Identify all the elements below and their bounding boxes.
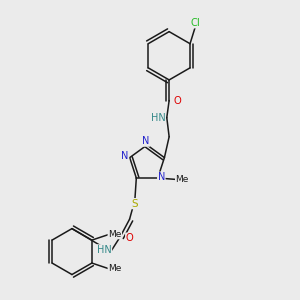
Text: O: O [126,233,134,243]
Text: Me: Me [108,230,122,239]
Text: S: S [131,199,138,208]
Text: HN: HN [97,245,112,255]
Text: N: N [142,136,150,146]
Text: N: N [158,172,165,182]
Text: HN: HN [151,112,165,123]
Text: Cl: Cl [190,18,200,28]
Text: O: O [173,95,181,106]
Text: Me: Me [108,265,122,274]
Text: N: N [121,151,129,161]
Text: Me: Me [176,175,189,184]
